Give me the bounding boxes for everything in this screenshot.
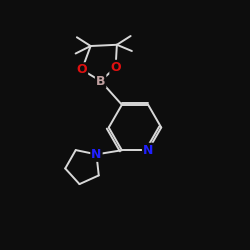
Text: O: O [76, 63, 87, 76]
Text: N: N [143, 144, 153, 157]
Text: N: N [91, 148, 102, 161]
Text: O: O [110, 61, 121, 74]
Text: B: B [96, 74, 106, 88]
